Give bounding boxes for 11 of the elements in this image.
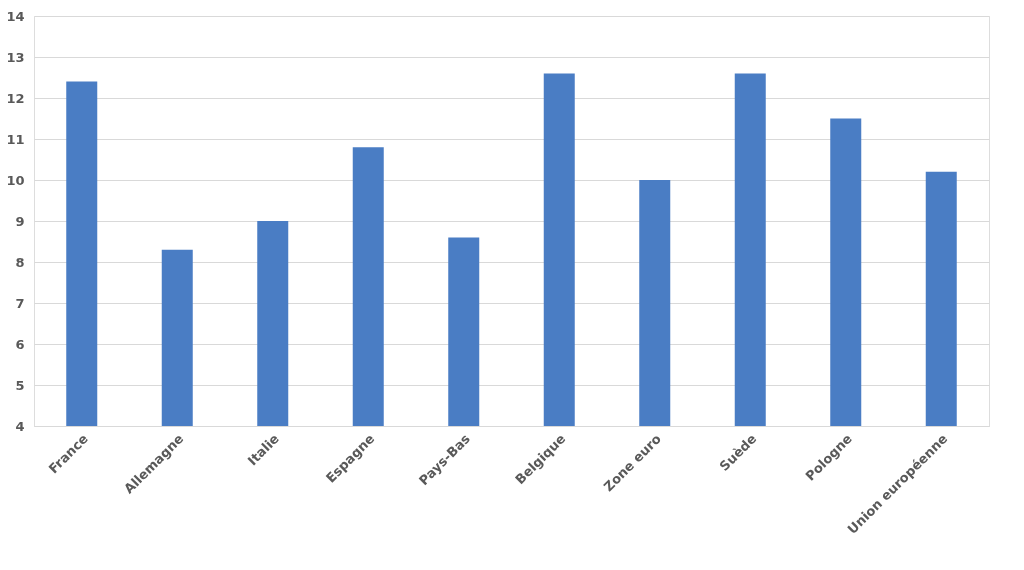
y-tick-label: 12 (6, 90, 25, 106)
y-tick-label: 11 (6, 131, 25, 147)
y-tick-label: 9 (15, 213, 25, 229)
y-tick-label: 5 (15, 377, 25, 393)
y-tick-label: 4 (15, 418, 25, 434)
y-tick-label: 13 (6, 49, 25, 65)
y-tick-label: 10 (6, 172, 25, 188)
y-tick-label: 7 (15, 295, 25, 311)
y-tick-label: 6 (15, 336, 25, 352)
y-tick-label: 14 (6, 8, 25, 24)
y-tick-label: 8 (15, 254, 25, 270)
